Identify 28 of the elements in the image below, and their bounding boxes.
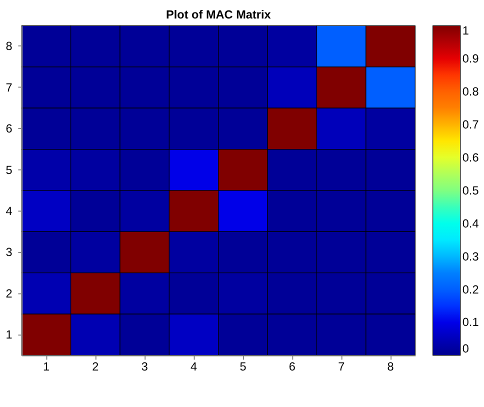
color-bar-label: 0.5 [462, 183, 480, 198]
y-tick-label: 5 [6, 162, 13, 177]
color-bar-label: 0.9 [462, 52, 479, 66]
color-bar-label: 0.7 [462, 118, 479, 132]
color-bar-label: 0 [462, 341, 470, 356]
x-tick-label: 6 [288, 360, 296, 374]
x-tick-label: 7 [338, 360, 345, 374]
x-tick-label: 3 [141, 360, 148, 374]
x-tick-label: 8 [387, 360, 394, 374]
y-tick-label: 1 [6, 328, 12, 342]
y-tick-label: 4 [6, 204, 13, 218]
color-bar-label: 0.4 [462, 216, 480, 230]
x-tick-label: 4 [190, 360, 198, 374]
x-tick-label: 5 [240, 360, 247, 374]
color-bar-label: 0.3 [462, 249, 480, 264]
y-tick-label: 7 [6, 80, 12, 94]
y-tick-label: 6 [6, 122, 13, 136]
y-tick-label: 2 [6, 286, 12, 300]
color-bar-label: 1 [462, 24, 469, 38]
chart-title: Plot of MAC Matrix [166, 8, 272, 22]
y-tick-label: 8 [6, 39, 13, 54]
x-tick-label: 2 [92, 360, 99, 374]
color-bar-label: 0.8 [462, 84, 480, 99]
color-bar-label: 0.6 [462, 150, 480, 164]
y-tick-label: 3 [6, 245, 13, 260]
color-bar-label: 0.2 [462, 282, 479, 296]
color-bar-label: 0.1 [462, 315, 479, 330]
x-tick-label: 1 [42, 360, 50, 374]
